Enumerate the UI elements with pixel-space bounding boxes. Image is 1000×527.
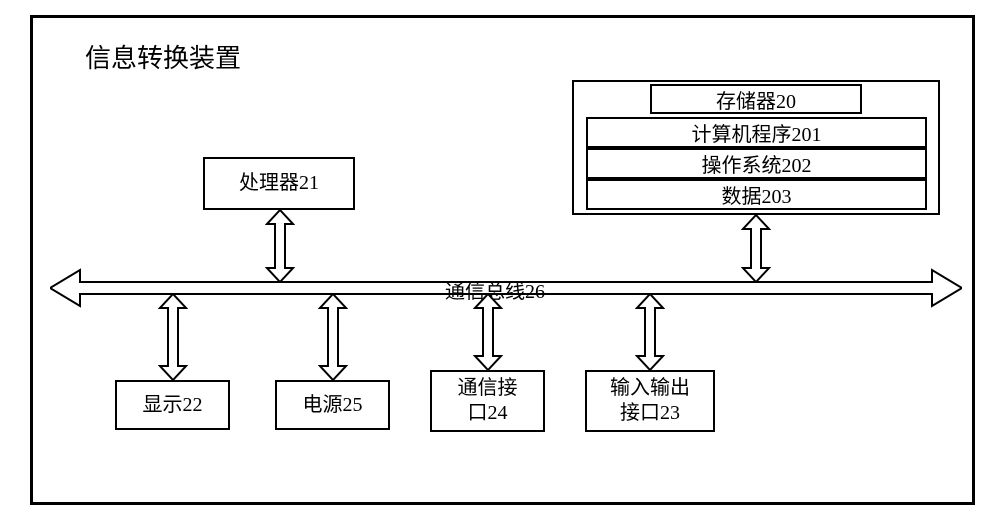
power-arrow (318, 294, 348, 380)
memory-row-1-label: 操作系统202 (702, 149, 812, 178)
processor-label: 处理器21 (239, 171, 319, 196)
io-interface-label: 输入输出 接口23 (610, 376, 690, 426)
memory-header-label: 存储器20 (716, 85, 796, 114)
comm-interface-box: 通信接 口24 (430, 370, 545, 432)
power-label: 电源25 (303, 393, 363, 418)
diagram-title: 信息转换装置 (85, 38, 241, 75)
processor-arrow (265, 210, 295, 282)
display-arrow (158, 294, 188, 380)
display-box: 显示22 (115, 380, 230, 430)
io-interface-arrow (635, 294, 665, 370)
comm-interface-label: 通信接 口24 (458, 376, 518, 426)
display-label: 显示22 (143, 393, 203, 418)
memory-row-2: 数据203 (586, 179, 927, 210)
comm-interface-arrow (473, 294, 503, 370)
io-interface-box: 输入输出 接口23 (585, 370, 715, 432)
memory-arrow (741, 215, 771, 282)
memory-header: 存储器20 (650, 84, 862, 114)
memory-row-0: 计算机程序201 (586, 117, 927, 148)
power-box: 电源25 (275, 380, 390, 430)
processor-box: 处理器21 (203, 157, 355, 210)
memory-row-1: 操作系统202 (586, 148, 927, 179)
memory-row-0-label: 计算机程序201 (692, 118, 822, 147)
memory-row-2-label: 数据203 (722, 180, 792, 209)
